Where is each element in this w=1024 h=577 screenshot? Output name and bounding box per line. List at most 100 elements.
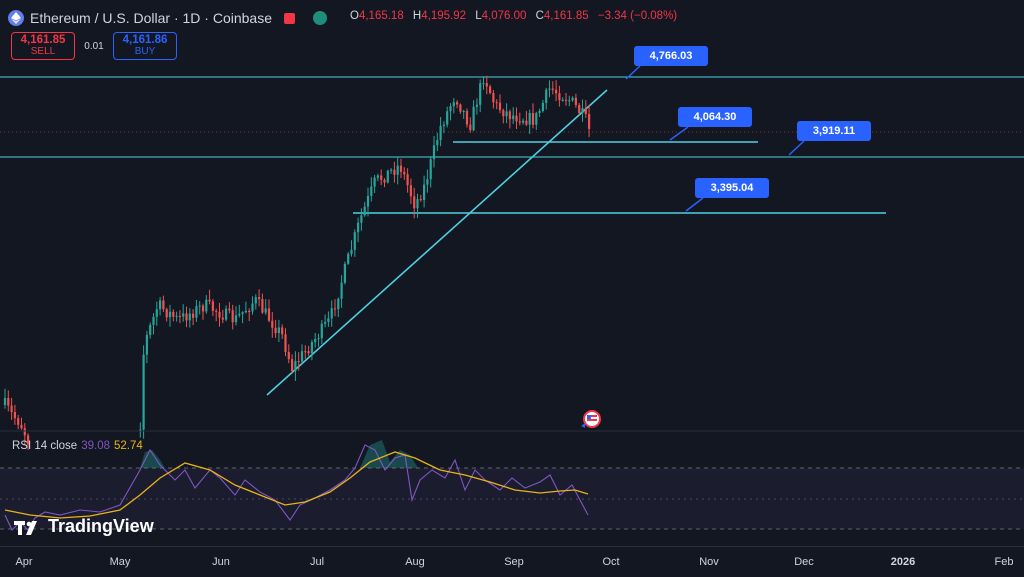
candle-body xyxy=(347,253,350,264)
label-pointer xyxy=(788,140,805,156)
candle-body xyxy=(211,301,214,311)
candle-body xyxy=(13,412,16,419)
candle-body xyxy=(436,140,439,146)
candle-body xyxy=(198,305,201,307)
candle-body xyxy=(353,232,356,250)
candle-body xyxy=(512,115,515,120)
economic-event-icon[interactable] xyxy=(581,410,603,428)
candle-body xyxy=(423,184,426,201)
candle-body xyxy=(380,175,383,180)
candle-body xyxy=(195,306,198,318)
candle-body xyxy=(373,177,376,187)
candle-body xyxy=(479,83,482,105)
candle-body xyxy=(360,215,363,223)
x-tick: Jul xyxy=(309,556,325,568)
candle-body xyxy=(399,165,403,172)
rsi-legend[interactable]: RSI 14 close 39.08 52.74 xyxy=(12,440,143,452)
candle-body xyxy=(558,93,561,101)
candle-body xyxy=(165,309,168,318)
rsi-ma-line xyxy=(4,451,589,519)
candle-body xyxy=(284,334,287,352)
candle-body xyxy=(522,120,525,123)
x-tick: Feb xyxy=(994,556,1014,568)
candle-body xyxy=(182,313,185,317)
candle-body xyxy=(446,111,449,125)
sell-button[interactable]: 4,161.85 SELL xyxy=(11,32,75,60)
price-label-4064[interactable]: 4,064.30 xyxy=(678,107,752,127)
candle-body xyxy=(489,86,492,94)
candle-body xyxy=(584,108,587,115)
candle-body xyxy=(310,342,313,354)
candle-body xyxy=(17,418,20,425)
candle-body xyxy=(208,299,211,302)
candle-body xyxy=(456,102,459,105)
candle-body xyxy=(409,185,412,197)
symbol-title[interactable]: Ethereum / U.S. Dollar · 1D · Coinbase xyxy=(30,10,272,26)
candle-body xyxy=(228,308,231,311)
candle-body xyxy=(251,303,254,312)
trade-panel: 4,161.85 SELL 0.01 4,161.86 BUY xyxy=(11,32,177,60)
candle-body xyxy=(439,125,442,141)
spread-value: 0.01 xyxy=(84,40,104,52)
ohlc-readout: O4,165.18 H4,195.92 L4,076.00 C4,161.85 … xyxy=(350,10,678,22)
candle-body xyxy=(505,111,508,117)
candle-body xyxy=(588,114,591,129)
candle-body xyxy=(231,310,234,323)
price-label-3919[interactable]: 3,919.11 xyxy=(797,121,871,141)
candle-body xyxy=(155,309,158,317)
candle-body xyxy=(426,179,429,185)
candle-body xyxy=(508,111,511,120)
buy-button[interactable]: 4,161.86 BUY xyxy=(113,32,177,60)
tradingview-icon xyxy=(14,520,37,535)
candle-body xyxy=(23,428,26,436)
candle-body xyxy=(403,171,406,175)
label-pointer xyxy=(625,65,641,80)
candle-body xyxy=(495,102,498,104)
candle-body xyxy=(27,435,30,445)
candle-body xyxy=(192,313,195,318)
candle-body xyxy=(287,351,290,360)
candle-body xyxy=(175,315,178,317)
candle-body xyxy=(413,196,416,209)
candle-body xyxy=(145,334,148,355)
x-tick: Jun xyxy=(212,556,230,568)
candle-body xyxy=(545,89,548,103)
candle-body xyxy=(267,308,271,321)
rsi-overbought-fill xyxy=(360,440,418,468)
flag-icon[interactable] xyxy=(283,12,295,24)
candle-body xyxy=(574,97,577,106)
x-tick: Apr xyxy=(15,556,33,568)
candle-body xyxy=(324,322,327,324)
x-tick: Dec xyxy=(794,556,814,568)
candle-body xyxy=(406,174,409,186)
candle-body xyxy=(300,351,304,362)
candle-body xyxy=(225,308,228,320)
candle-body xyxy=(188,313,191,321)
rsi-overbought-fill xyxy=(140,450,165,468)
price-label-4766[interactable]: 4,766.03 xyxy=(634,46,708,66)
candle-body xyxy=(234,315,238,323)
candle-body xyxy=(178,315,181,317)
candle-body xyxy=(525,120,528,125)
candle-body xyxy=(264,308,267,313)
tradingview-logo: TradingView xyxy=(14,516,154,537)
candle-body xyxy=(469,124,472,131)
time-axis[interactable]: Apr May Jun Jul Aug Sep Oct Nov Dec 2026… xyxy=(0,546,1024,577)
candle-body xyxy=(538,111,541,114)
candle-body xyxy=(452,102,455,107)
candle-body xyxy=(449,106,452,112)
candle-body xyxy=(221,317,224,320)
candle-body xyxy=(274,327,277,334)
candle-body xyxy=(528,113,531,125)
price-label-3395[interactable]: 3,395.04 xyxy=(695,178,769,198)
visibility-icon[interactable] xyxy=(312,11,327,25)
candle-body xyxy=(205,299,208,312)
candle-body xyxy=(502,110,505,117)
candle-body xyxy=(159,300,162,310)
candle-body xyxy=(419,199,422,201)
candle-body xyxy=(201,305,205,312)
candle-body xyxy=(482,83,485,85)
candle-body xyxy=(185,313,188,321)
candle-body xyxy=(271,320,274,328)
